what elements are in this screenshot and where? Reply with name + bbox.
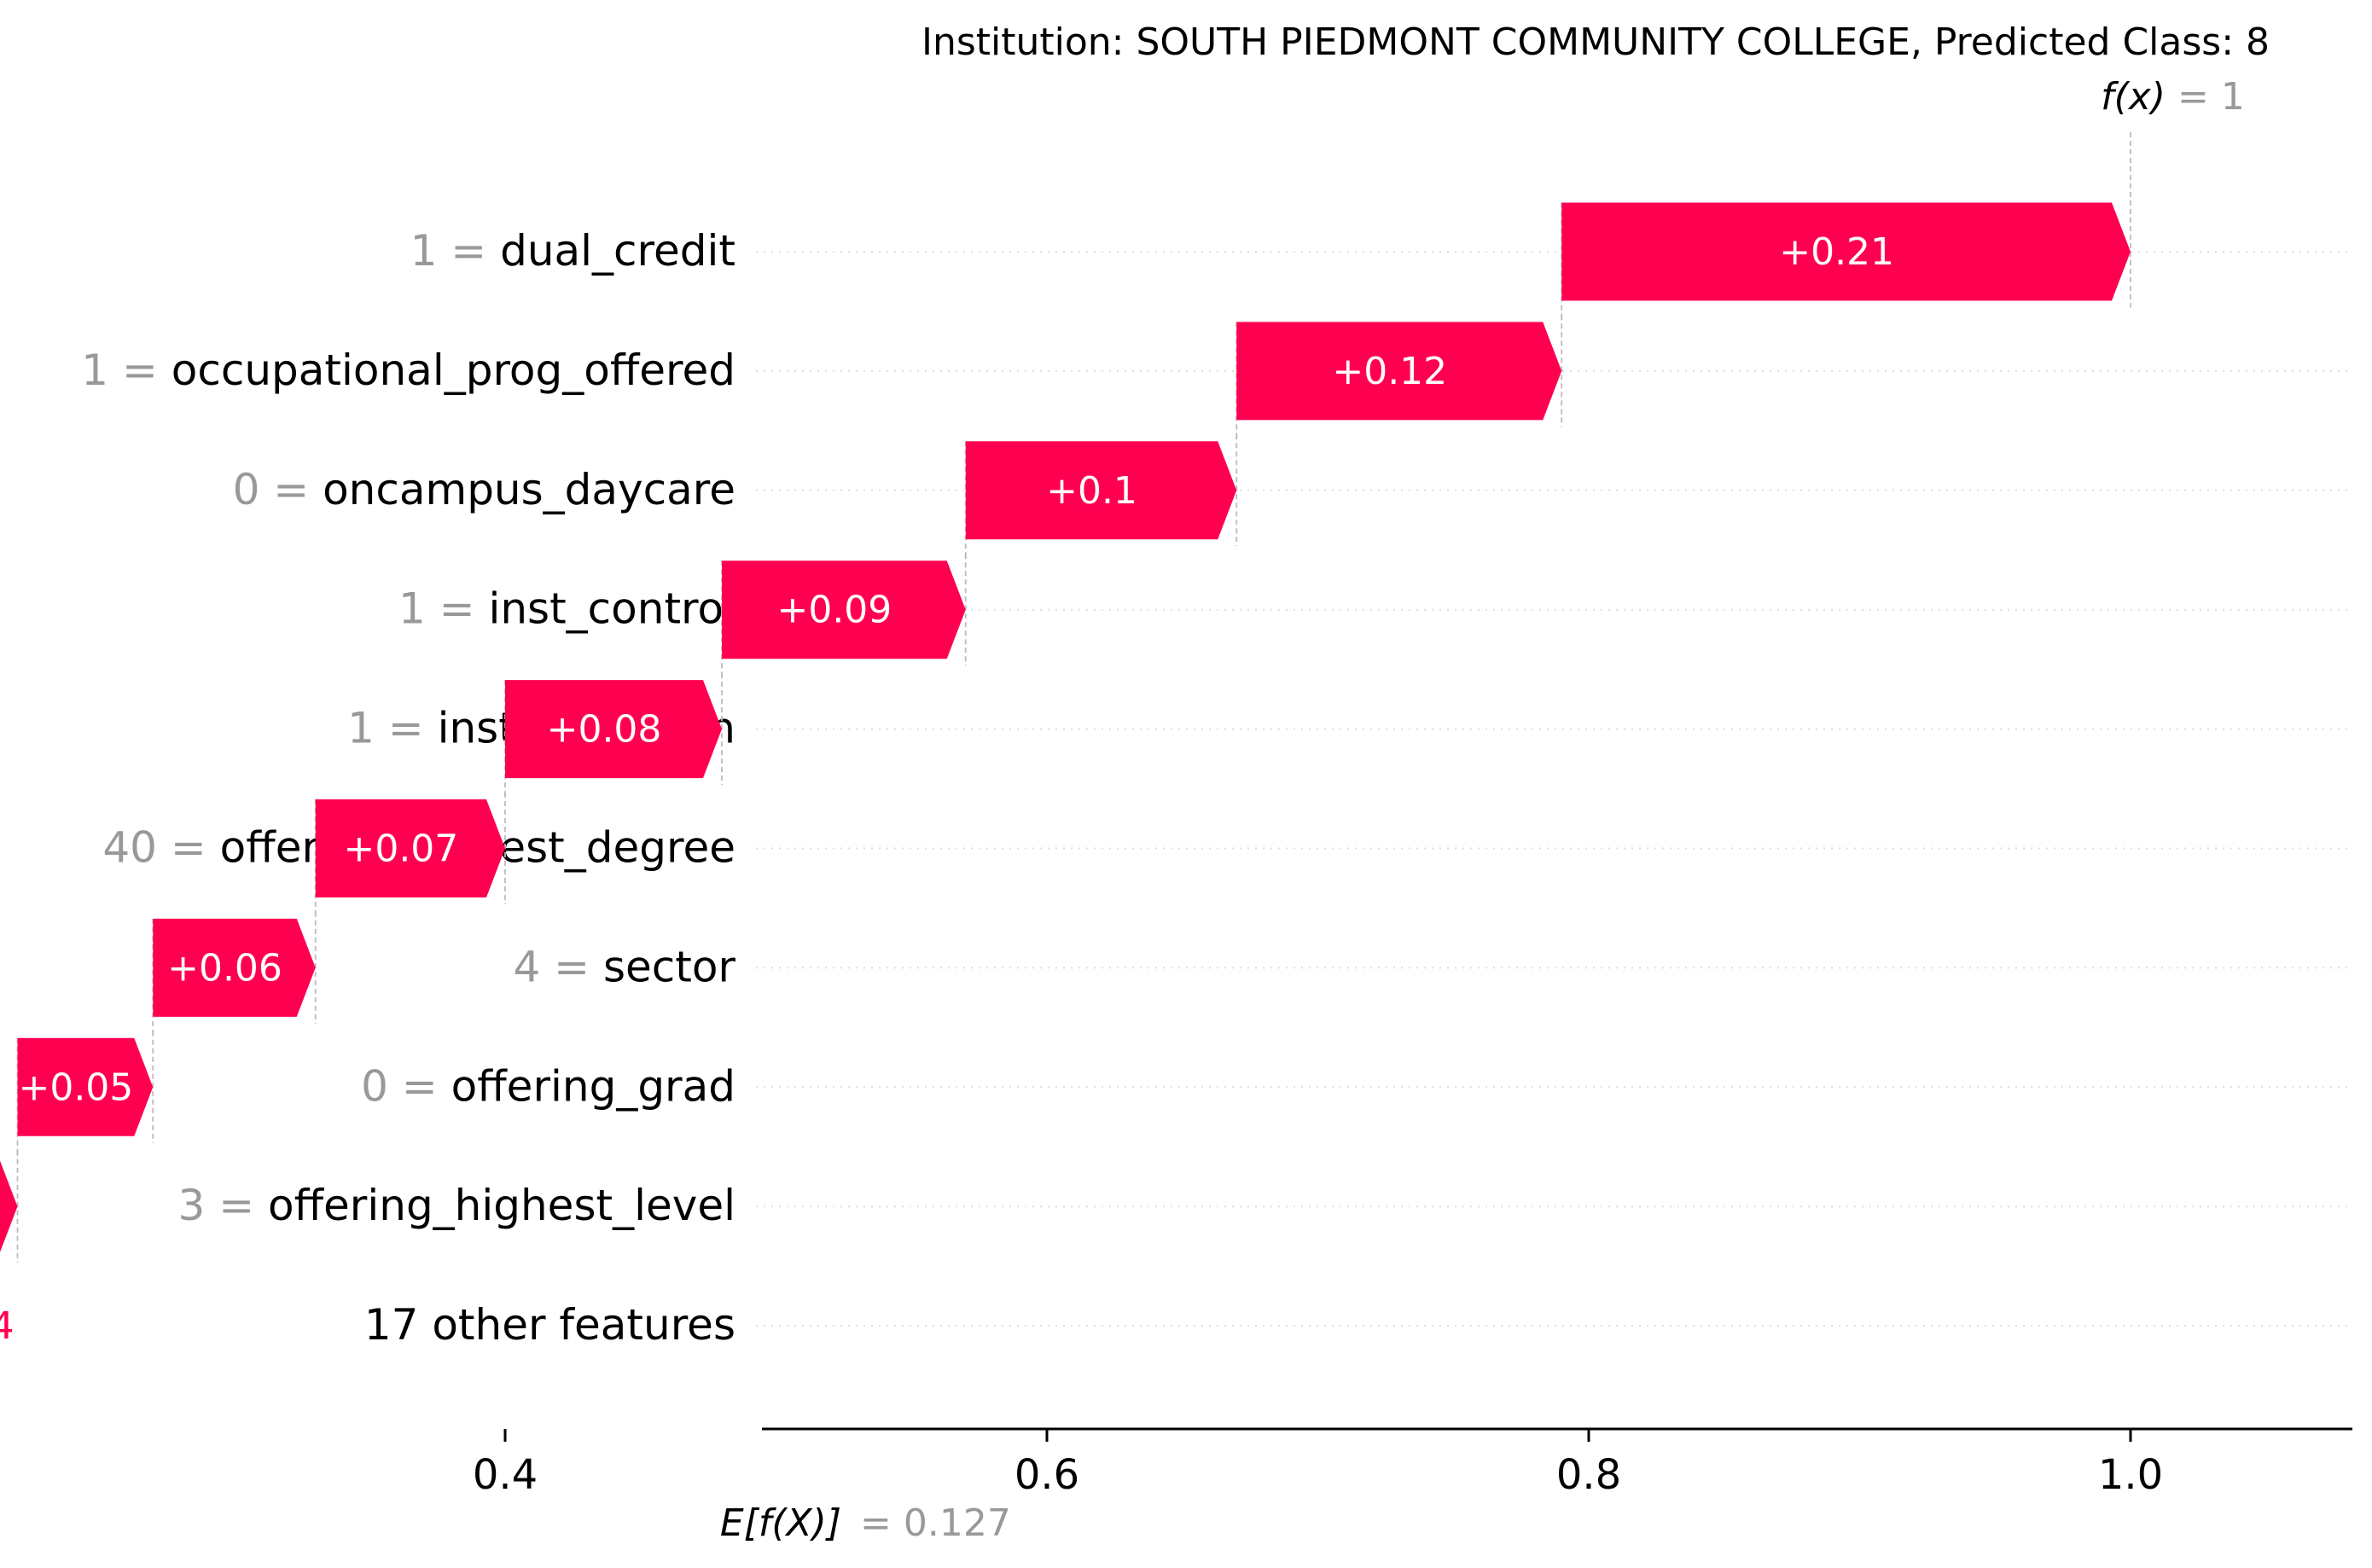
- contribution-bar: [0, 1160, 18, 1252]
- x-tick-label: 0.6: [1014, 1451, 1079, 1499]
- ex-annotation: E[f(X)] = 0.127: [720, 1501, 1011, 1545]
- contribution-label: +0.04: [0, 1304, 15, 1348]
- fx-label: f(x): [2101, 75, 2166, 119]
- chart-title: Institution: SOUTH PIEDMONT COMMUNITY CO…: [921, 20, 2270, 64]
- x-axis: 0.20.40.60.81.0: [473, 1427, 2352, 1499]
- feature-value: 1 =: [347, 704, 438, 753]
- feature-label: 1 = dual_credit: [410, 226, 735, 276]
- feature-value: 1 =: [398, 584, 489, 634]
- feature-value: 3 =: [178, 1181, 269, 1230]
- contribution-label: +0.21: [1779, 230, 1894, 274]
- x-tick-label: 1.0: [2098, 1451, 2163, 1499]
- feature-value: 40 =: [102, 823, 219, 873]
- feature-name: dual_credit: [500, 226, 735, 276]
- feature-label: 4 = sector: [513, 942, 735, 991]
- contribution-bar: [153, 918, 316, 1017]
- x-axis-ticks: 0.20.40.60.81.0: [473, 1429, 2163, 1499]
- contribution-bar: [315, 799, 505, 897]
- feature-label: 17 other features: [364, 1300, 735, 1350]
- feature-value: 0 =: [361, 1061, 451, 1111]
- feature-name: offering_grad: [451, 1061, 735, 1111]
- contribution-bar: [1236, 322, 1562, 421]
- feature-name: offering_highest_level: [268, 1181, 735, 1230]
- fx-annotation: f(x) = 1: [2101, 75, 2245, 119]
- contribution-label: +0.05: [18, 1066, 133, 1109]
- feature-label: 1 = inst_control: [398, 584, 735, 634]
- contribution-bar: [722, 560, 966, 659]
- contribution-label: +0.09: [776, 589, 892, 632]
- feature-name: 17 other features: [364, 1300, 735, 1350]
- contribution-label: +0.12: [1332, 350, 1447, 393]
- feature-value: 1 =: [410, 226, 501, 276]
- feature-label: 0 = oncampus_daycare: [233, 465, 735, 514]
- feature-value: 4 =: [513, 942, 603, 991]
- ex-label: E[f(X)]: [720, 1501, 841, 1545]
- contribution-bar: [1561, 202, 2131, 301]
- feature-label: 1 = occupational_prog_offered: [81, 346, 735, 395]
- x-tick-label: 0.4: [473, 1451, 538, 1499]
- contribution-bar: [505, 680, 722, 779]
- contribution-bars: +0.21 +0.12 +0.1 +0.09 +0.08 +0.07 +0.06 +0.05 +…: [0, 132, 2131, 1348]
- feature-name: inst_control: [488, 584, 735, 634]
- feature-value: 1 =: [81, 346, 172, 395]
- ex-value: = 0.127: [860, 1501, 1011, 1545]
- feature-value: 0 =: [233, 465, 323, 514]
- feature-name: sector: [603, 942, 735, 991]
- contribution-label: +0.06: [167, 946, 282, 990]
- contribution-label: +0.1: [1046, 469, 1137, 513]
- contribution-label: +0.08: [547, 708, 662, 752]
- contribution-bar: [17, 1037, 154, 1136]
- feature-label: 0 = offering_grad: [361, 1061, 735, 1111]
- contribution-bar: [965, 441, 1237, 540]
- feature-label: 3 = offering_highest_level: [178, 1181, 736, 1230]
- x-tick-label: 0.8: [1556, 1451, 1621, 1499]
- feature-name: occupational_prog_offered: [172, 346, 735, 395]
- feature-name: oncampus_daycare: [323, 465, 735, 514]
- fx-value: = 1: [2177, 75, 2245, 119]
- contribution-label: +0.07: [343, 828, 458, 871]
